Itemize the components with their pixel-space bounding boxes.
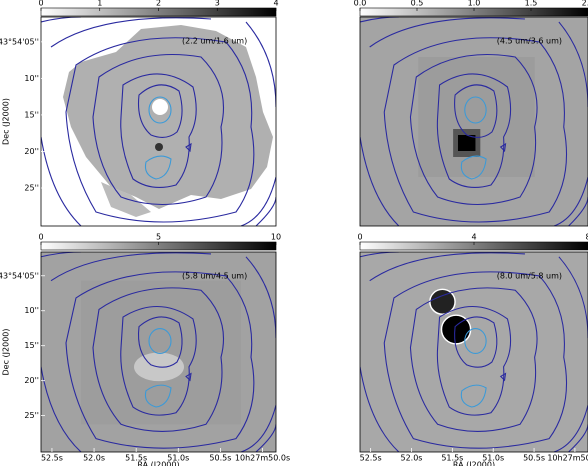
image (41, 252, 276, 452)
image-frame (40, 16, 277, 227)
panel: 0 1 2 3 4 (2.2 um/1.6 um) -43°54'05'' 10'' 15'' 2… (0, 0, 279, 227)
y-tick-label: -43°54'05'' (0, 271, 39, 280)
colorbar-tick-label: 5 (156, 233, 161, 242)
x-tick-label: 50.5s (523, 454, 545, 463)
image-frame (40, 251, 277, 453)
colorbar-tick-label: 2 (156, 0, 161, 8)
x-tick-label: 52.5s (360, 454, 382, 463)
x-axis-label: RA (J2000) (453, 461, 495, 466)
x-tick-label: 50.5s (209, 454, 231, 463)
x-tick-label: 52.0s (83, 454, 105, 463)
image-frame (359, 16, 588, 227)
colorbar-tick-label: 3 (215, 0, 220, 8)
image (360, 252, 588, 452)
x-tick-label: 10h27m50.0s (235, 454, 290, 463)
panel-label: (5.8 um/4.5 um) (182, 272, 247, 281)
colorbar-tick-label: 10 (271, 233, 281, 242)
y-tick-label: 20'' (24, 147, 39, 156)
panel: 0 4 8 (8.0 um/5.8 um) 52.5s 52.0s 51.5s 51.0s 50… (357, 233, 588, 466)
colorbar-tick-label: 4 (273, 0, 278, 8)
x-tick-label: 51.5s (125, 454, 147, 463)
y-tick-label: 25'' (24, 184, 39, 193)
colorbar-tick-label: 1.0 (468, 0, 481, 8)
panel: 0 5 10 (5.8 um/4.5 um) 52.5s 52.0s 51.5s 51.0s 5… (0, 233, 290, 466)
y-axis-label: Dec (J2000) (2, 98, 11, 145)
y-axis-label: Dec (J2000) (2, 329, 11, 376)
image (360, 17, 588, 226)
colorbar-tick-label: 1 (97, 0, 102, 8)
x-tick-label: 51.0s (482, 454, 504, 463)
y-tick-label: 10'' (24, 74, 39, 83)
x-tick-label: 52.0s (400, 454, 422, 463)
colorbar-tick-label: 8 (585, 233, 588, 242)
colorbar-tick-label: 0.5 (411, 0, 424, 8)
colorbar-tick-label: 0 (38, 233, 43, 242)
y-tick-label: 20'' (24, 376, 39, 385)
y-tick-label: 15'' (24, 110, 39, 119)
x-tick-label: 51.0s (167, 454, 189, 463)
panel-label: (8.0 um/5.8 um) (497, 272, 562, 281)
colorbar-tick-label: 0 (38, 0, 43, 8)
panel: 0.0 0.5 1.0 1.5 2.0 (4.5 um/3.6 um) (354, 0, 588, 227)
colorbar-tick-label: 2.0 (582, 0, 588, 8)
panel-label: (4.5 um/3.6 um) (497, 37, 562, 46)
colorbar-tick-label: 0.0 (354, 0, 367, 8)
y-tick-label: 15'' (24, 341, 39, 350)
image-frame (359, 251, 588, 453)
x-tick-label: 52.5s (41, 454, 63, 463)
x-tick-label: 51.5s (441, 454, 463, 463)
colorbar-tick-label: 0 (357, 233, 362, 242)
x-tick-label: 10h27m50.0s (547, 454, 588, 463)
colorbar-tick-label: 1.5 (525, 0, 538, 8)
y-tick-label: 10'' (24, 306, 39, 315)
y-tick-label: 25'' (24, 411, 39, 420)
y-tick-label: -43°54'05'' (0, 37, 39, 46)
colorbar-tick-label: 4 (471, 233, 476, 242)
x-axis-label: RA (J2000) (137, 461, 179, 466)
image (41, 17, 276, 226)
panel-label: (2.2 um/1.6 um) (182, 37, 247, 46)
